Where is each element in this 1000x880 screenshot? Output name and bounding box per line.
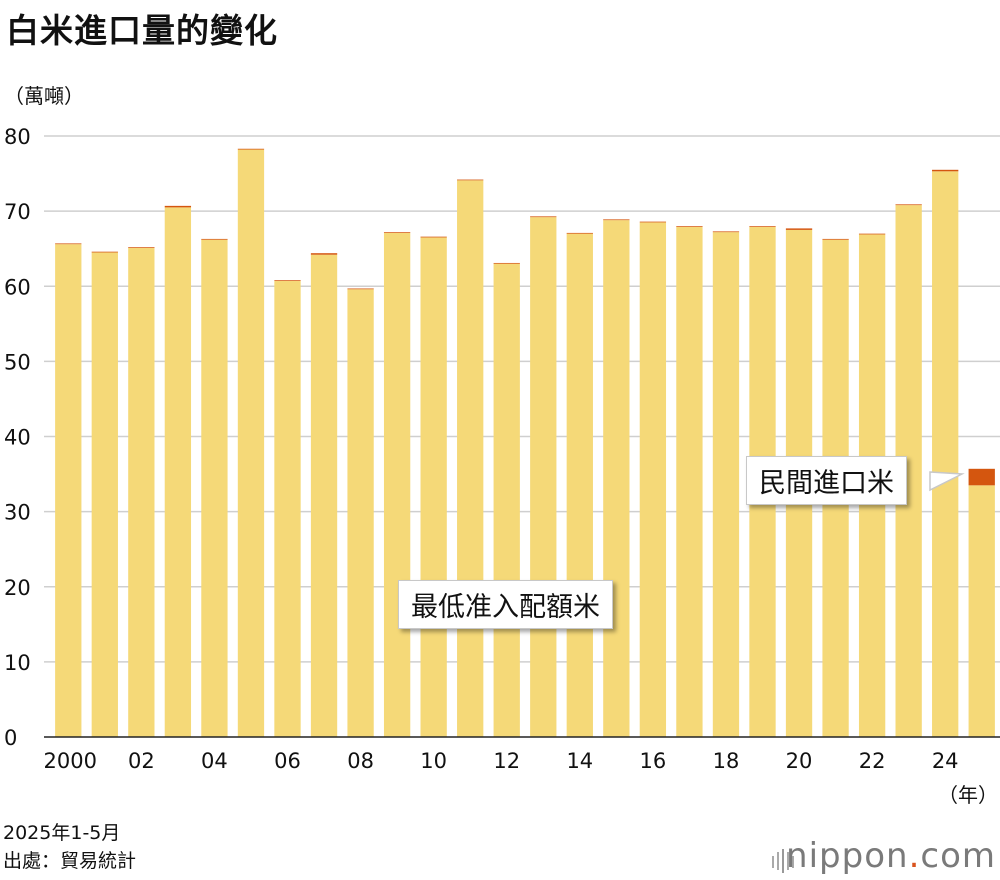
x-axis-unit-label: （年） [938,783,998,807]
y-tick-label: 70 [4,200,31,224]
bar-private-rice [712,231,740,233]
bar-quota-rice [530,217,557,737]
bar-quota-rice [968,485,995,737]
bar-private-rice [420,236,447,238]
y-tick-label: 50 [4,350,31,374]
y-tick-label: 10 [4,651,31,675]
bar-series [55,148,995,738]
bar-quota-rice [493,263,520,737]
source-note: 出處：貿易統計 [3,850,137,872]
x-tick-label: 02 [128,749,155,773]
bar-quota-rice [91,252,118,737]
bar-private-rice [530,216,557,218]
bar-private-rice [676,226,703,227]
logo-dot: . [908,836,921,876]
bar-quota-rice [566,233,593,737]
y-axis-ticks: 0 10 20 30 40 50 60 70 80 [4,125,31,750]
x-tick-label: 10 [420,749,447,773]
logo-mark-icon [772,849,794,873]
x-tick-label: 14 [566,749,593,773]
bar-private-rice [91,251,118,253]
x-tick-label: 20 [786,749,813,773]
bar-quota-rice [420,237,447,737]
chart-title: 白米進口量的變化 [6,11,278,50]
x-axis-ticks: 2000 02 04 06 08 10 12 14 16 18 20 22 24 [44,749,959,773]
y-tick-label: 60 [4,275,31,299]
bar-quota-rice [383,232,411,737]
x-tick-label: 2000 [44,749,97,773]
x-tick-label: 04 [201,749,228,773]
bar-private-rice [566,232,593,234]
x-tick-label: 08 [347,749,374,773]
bar-quota-rice [932,171,959,738]
bar-private-rice [785,228,813,230]
period-note: 2025年1-5月 [3,822,121,844]
bar-private-rice [164,205,192,208]
bar-private-rice [493,262,520,264]
x-tick-label: 12 [493,749,520,773]
y-tick-label: 20 [4,576,31,600]
y-tick-label: 0 [4,726,17,750]
bar-quota-rice [676,226,703,737]
bar-private-rice [639,221,667,223]
bar-private-rice [201,238,228,240]
bar-quota-rice [237,149,265,737]
y-tick-label: 40 [4,426,31,450]
bar-private-rice [968,468,995,486]
bar-private-rice [603,219,630,221]
y-tick-label: 80 [4,125,31,149]
x-tick-label: 18 [713,749,740,773]
bar-quota-rice [201,239,228,738]
bar-private-rice [822,238,849,240]
logo-suffix: com [920,836,996,876]
bar-private-rice [383,232,411,233]
x-tick-label: 22 [859,749,886,773]
bar-quota-rice [347,289,374,737]
y-axis-unit-label: （萬噸） [4,84,84,108]
bar-private-rice [457,179,484,181]
bar-private-rice [347,288,374,290]
private-rice-label: 民間進口米 [746,456,907,505]
x-tick-label: 06 [274,749,301,773]
nippon-logo: nippon.com [786,836,996,876]
bar-quota-rice [274,280,301,737]
bar-private-rice [858,233,886,235]
x-tick-label: 24 [932,749,959,773]
bar-quota-rice [128,247,155,737]
logo-name: nippon [786,836,909,876]
bar-private-rice [310,253,338,255]
x-tick-label: 16 [640,749,667,773]
private-rice-callout-arrow [929,471,965,492]
bar-private-rice [237,148,265,150]
bar-quota-rice [603,220,630,737]
bar-quota-rice [164,207,192,737]
bar-private-rice [55,243,82,245]
bar-quota-rice [712,232,740,737]
bar-private-rice [749,226,776,227]
y-tick-label: 30 [4,501,31,525]
quota-rice-label: 最低准入配額米 [398,580,613,629]
bar-private-rice [895,204,922,206]
bar-quota-rice [457,180,484,738]
bar-quota-rice [310,254,338,737]
bar-quota-rice [639,222,667,738]
bar-quota-rice [55,244,82,737]
bar-private-rice [932,169,959,172]
bar-private-rice [274,280,301,281]
bar-private-rice [128,247,155,248]
